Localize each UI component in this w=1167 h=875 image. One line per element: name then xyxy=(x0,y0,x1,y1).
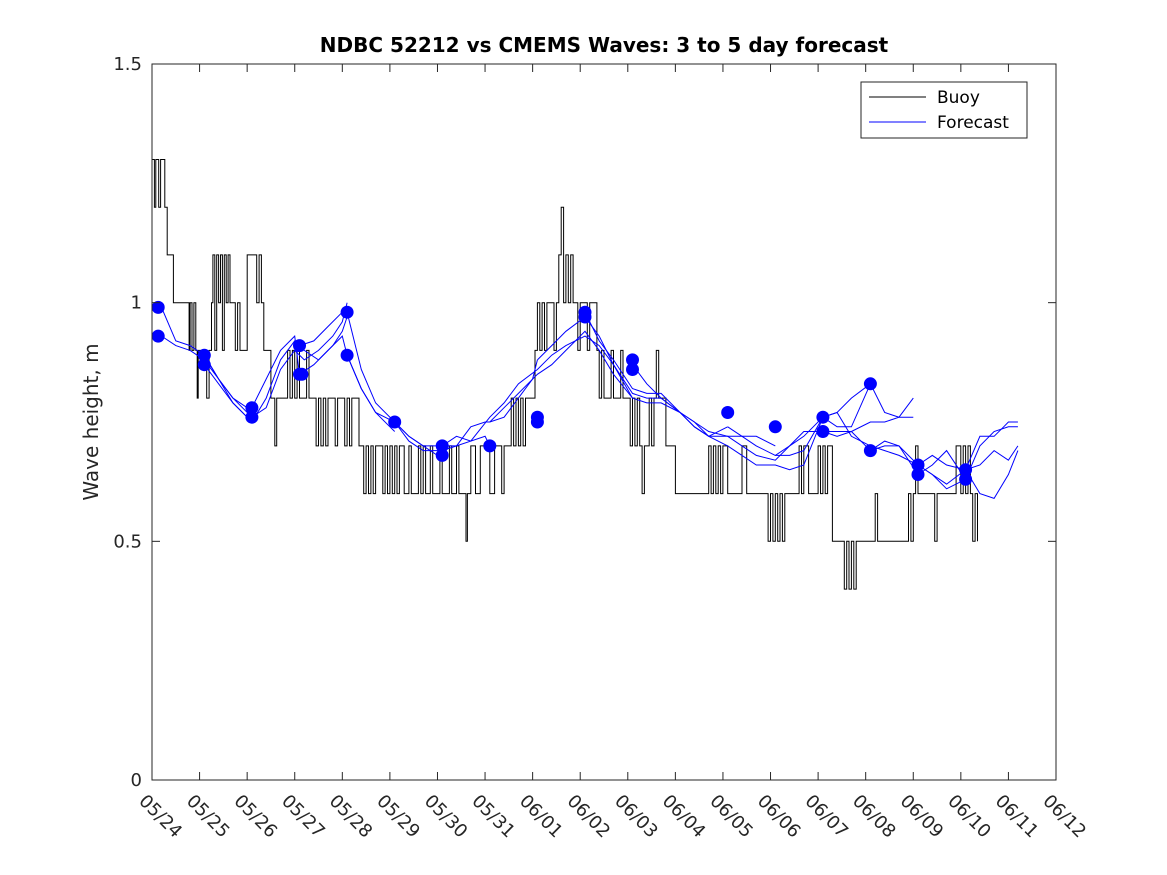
forecast-marker-19 xyxy=(578,310,592,324)
forecast-marker-1 xyxy=(151,300,165,314)
forecast-marker-25 xyxy=(816,425,830,438)
forecast-marker-22 xyxy=(721,406,735,419)
forecast-marker-27 xyxy=(863,444,877,458)
legend-box xyxy=(860,81,1028,139)
forecast-line-3 xyxy=(203,302,348,418)
forecast-line-19 xyxy=(870,440,1019,500)
legend-forecast-label: Forecast xyxy=(937,113,1009,133)
y-tick-label: 0.5 xyxy=(113,531,142,552)
forecast-marker-21 xyxy=(626,363,639,376)
y-tick-label: 1.5 xyxy=(113,54,142,75)
forecast-marker-20 xyxy=(626,353,639,367)
forecast-marker-23 xyxy=(768,420,782,434)
forecast-line-22 xyxy=(965,421,1018,470)
legend-buoy-label: Buoy xyxy=(937,88,980,108)
forecast-marker-7 xyxy=(293,339,306,353)
forecast-marker-30 xyxy=(959,463,973,477)
forecast-marker-31 xyxy=(959,472,973,486)
forecast-marker-4 xyxy=(197,358,211,372)
forecast-line-14 xyxy=(679,383,871,461)
forecast-marker-29 xyxy=(911,468,925,481)
forecast-marker-2 xyxy=(151,329,165,343)
y-tick-label: 0 xyxy=(131,770,142,791)
axes-box xyxy=(151,63,1057,781)
forecast-line-10 xyxy=(489,330,681,423)
forecast-marker-11 xyxy=(340,348,354,362)
buoy-series xyxy=(152,159,978,590)
y-tick-label: 1 xyxy=(131,293,142,314)
buoy-line xyxy=(152,159,978,590)
forecast-marker-24 xyxy=(816,410,830,424)
forecast-marker-26 xyxy=(863,377,877,391)
forecast-line-9 xyxy=(442,335,633,447)
forecast-line-6 xyxy=(299,311,443,456)
forecast-line-8 xyxy=(394,359,538,452)
forecast-marker-14 xyxy=(435,448,449,462)
forecast-marker-3 xyxy=(197,348,211,362)
forecast-line-7 xyxy=(346,355,491,447)
forecast-line-13 xyxy=(632,364,824,471)
legend: Buoy Forecast xyxy=(860,81,1028,139)
y-axis-ticks: 0 0.5 1 1.5 xyxy=(113,54,1056,791)
forecast-marker-9 xyxy=(295,367,309,381)
forecast-marker-17 xyxy=(530,415,544,429)
forecast-marker-15 xyxy=(483,439,497,453)
plot-area xyxy=(152,64,1056,780)
forecast-markers xyxy=(151,300,973,486)
forecast-line-20 xyxy=(917,445,1019,471)
forecast-line-4 xyxy=(203,316,348,423)
forecast-marker-5 xyxy=(245,401,259,415)
forecast-marker-6 xyxy=(245,410,259,424)
y-axis-label: Wave height, m xyxy=(79,343,103,500)
forecast-marker-13 xyxy=(435,439,449,453)
forecast-marker-10 xyxy=(340,305,354,319)
forecast-marker-28 xyxy=(911,458,925,472)
chart-title: NDBC 52212 vs CMEMS Waves: 3 to 5 day fo… xyxy=(320,33,889,57)
forecast-marker-12 xyxy=(388,415,402,429)
forecast-line-21 xyxy=(917,426,1018,481)
forecast-series xyxy=(152,302,1019,500)
